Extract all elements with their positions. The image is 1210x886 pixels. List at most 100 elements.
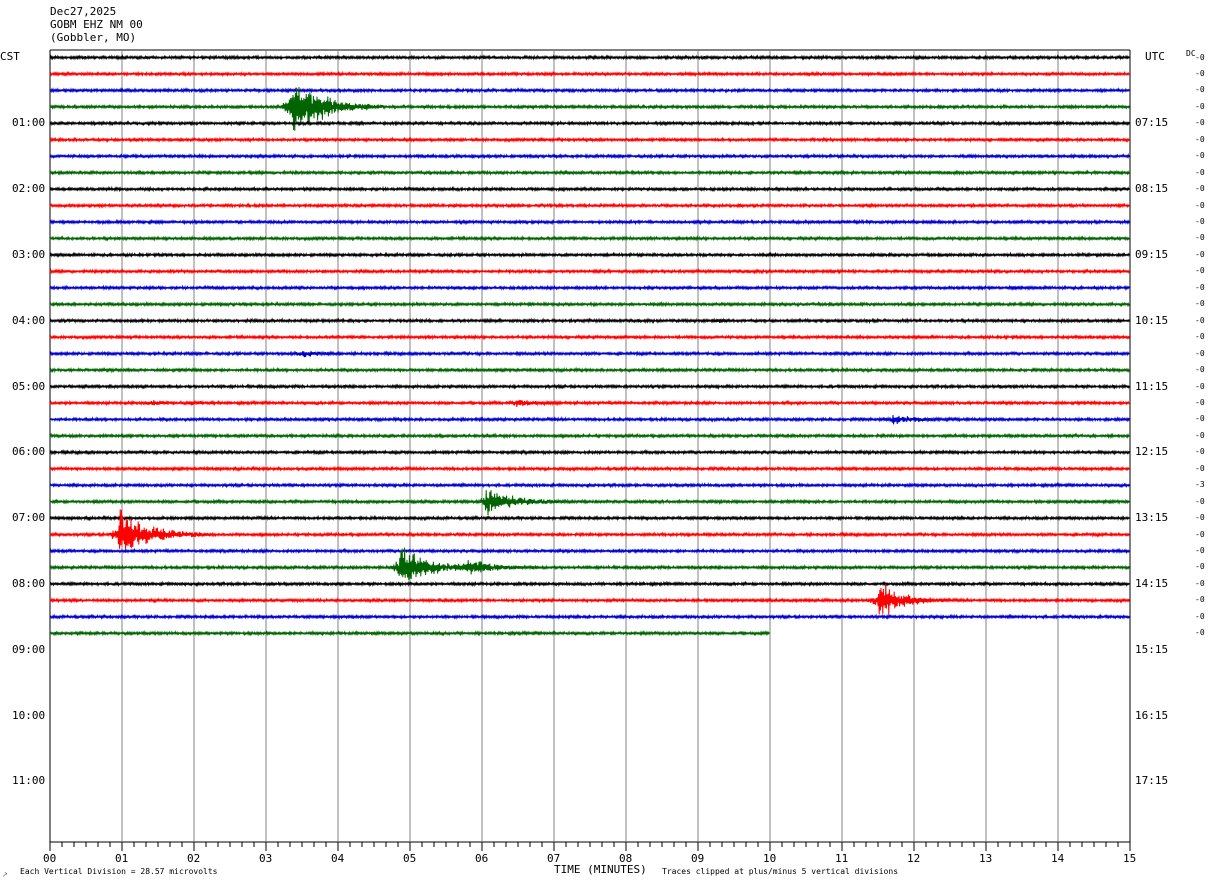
dc-offset-label: -0 bbox=[1195, 595, 1205, 605]
trace-row-19 bbox=[49, 366, 1130, 374]
dc-offset-label: -0 bbox=[1195, 282, 1205, 292]
left-hour-label: 01:00 bbox=[12, 116, 46, 130]
x-tick-label: 14 bbox=[1051, 852, 1065, 865]
trace-row-33 bbox=[49, 583, 1130, 615]
trace-row-25 bbox=[49, 465, 1130, 473]
right-timezone-label: UTC bbox=[1145, 50, 1165, 63]
seismic-traces bbox=[49, 54, 1130, 637]
dc-offset-label: -0 bbox=[1195, 134, 1205, 144]
x-tick-label: 09 bbox=[691, 852, 705, 865]
dc-offset-label: -0 bbox=[1195, 397, 1205, 407]
trace-row-22 bbox=[49, 414, 1130, 425]
dc-offset-label: -0 bbox=[1195, 217, 1205, 226]
dc-offset-label: -0 bbox=[1195, 167, 1205, 177]
right-hour-label: 07:15 bbox=[1135, 116, 1169, 130]
x-axis-label: TIME (MINUTES) bbox=[554, 863, 647, 876]
vertical-division-note: Each Vertical Division = 28.57 microvolt… bbox=[20, 867, 218, 876]
dc-offset-label: -0 bbox=[1195, 546, 1205, 555]
dc-offset-label: -0 bbox=[1195, 68, 1205, 78]
dc-offset-label: -3 bbox=[1195, 480, 1205, 490]
x-tick-label: 00 bbox=[43, 852, 57, 865]
dc-offset-label: -0 bbox=[1195, 315, 1205, 325]
x-tick-label: 12 bbox=[907, 852, 921, 865]
dc-offset-label: -0 bbox=[1195, 249, 1205, 259]
trace-row-4 bbox=[49, 119, 1130, 127]
dc-offset-label: -0 bbox=[1195, 101, 1205, 111]
right-hour-label: 10:15 bbox=[1135, 313, 1169, 327]
dc-offset-label: -0 bbox=[1195, 332, 1205, 342]
trace-row-26 bbox=[49, 481, 1130, 489]
x-tick-label: 04 bbox=[331, 852, 345, 865]
left-timezone-label: CST bbox=[0, 50, 20, 63]
dc-offset-label: -0 bbox=[1195, 578, 1205, 588]
trace-row-17 bbox=[49, 333, 1130, 341]
right-hour-label: 13:15 bbox=[1135, 511, 1169, 525]
trace-row-29 bbox=[49, 509, 1130, 552]
trace-row-5 bbox=[49, 136, 1130, 144]
trace-row-30 bbox=[49, 547, 1130, 555]
location-label: (Gobbler, MO) bbox=[50, 31, 137, 44]
x-tick-label: 02 bbox=[187, 852, 201, 865]
dc-offset-label: -0 bbox=[1195, 184, 1205, 194]
dc-offset-label: -0 bbox=[1195, 200, 1205, 210]
left-hour-label: 06:00 bbox=[12, 445, 46, 459]
trace-row-27 bbox=[49, 490, 1130, 516]
right-hour-label: 12:15 bbox=[1135, 445, 1169, 459]
x-tick-label: 11 bbox=[835, 852, 849, 865]
trace-row-13 bbox=[49, 267, 1130, 275]
dc-offset-label: -0 bbox=[1195, 151, 1205, 161]
dc-offset-label: -0 bbox=[1195, 463, 1205, 473]
dc-offset-label: -0 bbox=[1195, 611, 1205, 621]
minute-grid bbox=[49, 49, 1131, 843]
corner-mark: ⸕ bbox=[2, 870, 8, 879]
right-hour-label: 17:15 bbox=[1135, 774, 1169, 788]
trace-row-16 bbox=[49, 317, 1130, 325]
dc-offset-label: -0 bbox=[1195, 299, 1205, 309]
trace-row-7 bbox=[49, 169, 1130, 176]
trace-row-31 bbox=[49, 547, 1130, 581]
trace-row-8 bbox=[49, 185, 1130, 193]
x-tick-label: 01 bbox=[115, 852, 129, 865]
trace-row-14 bbox=[49, 284, 1130, 292]
trace-row-20 bbox=[49, 383, 1130, 390]
time-axis bbox=[49, 842, 1131, 851]
trace-row-18 bbox=[49, 350, 1130, 358]
dc-offset-label: -0 bbox=[1195, 447, 1205, 457]
left-hour-label: 04:00 bbox=[12, 313, 46, 327]
dc-offset-label: -0 bbox=[1195, 562, 1205, 572]
x-tick-label: 06 bbox=[475, 852, 489, 865]
right-hour-label: 14:15 bbox=[1135, 576, 1169, 590]
left-hour-label: 10:00 bbox=[12, 708, 46, 722]
dc-offset-label: -0 bbox=[1195, 52, 1205, 62]
dc-offset-label: -0 bbox=[1195, 430, 1205, 440]
dc-offset-label: -0 bbox=[1195, 628, 1205, 638]
x-tick-label: 13 bbox=[979, 852, 993, 865]
dc-offset-label: -0 bbox=[1195, 496, 1205, 506]
dc-offset-label: -0 bbox=[1195, 529, 1205, 539]
right-hour-label: 15:15 bbox=[1135, 642, 1169, 656]
dc-offset-label: -0 bbox=[1195, 513, 1205, 523]
right-hour-label: 11:15 bbox=[1135, 379, 1169, 393]
trace-row-15 bbox=[49, 300, 1130, 308]
trace-row-35 bbox=[49, 629, 770, 637]
right-hour-label: 08:15 bbox=[1135, 182, 1169, 196]
x-tick-label: 07 bbox=[547, 852, 561, 865]
dc-offset-label: -0 bbox=[1195, 348, 1205, 358]
left-hour-label: 03:00 bbox=[12, 247, 46, 261]
left-hour-label: 11:00 bbox=[12, 774, 46, 788]
trace-row-6 bbox=[49, 152, 1130, 160]
date-label: Dec27,2025 bbox=[50, 5, 117, 18]
dc-offset-label: -0 bbox=[1195, 381, 1205, 391]
trace-row-32 bbox=[49, 580, 1130, 588]
x-tick-label: 08 bbox=[619, 852, 633, 865]
left-hour-label: 05:00 bbox=[12, 379, 46, 393]
x-tick-label: 10 bbox=[763, 852, 777, 865]
dc-header-label: DC bbox=[1186, 49, 1196, 58]
trace-row-34 bbox=[49, 613, 1130, 621]
trace-row-10 bbox=[49, 218, 1130, 226]
left-hour-label: 07:00 bbox=[12, 511, 46, 525]
left-hour-label: 08:00 bbox=[12, 576, 46, 590]
trace-row-21 bbox=[49, 399, 1130, 407]
dc-offset-label: -0 bbox=[1195, 414, 1205, 424]
